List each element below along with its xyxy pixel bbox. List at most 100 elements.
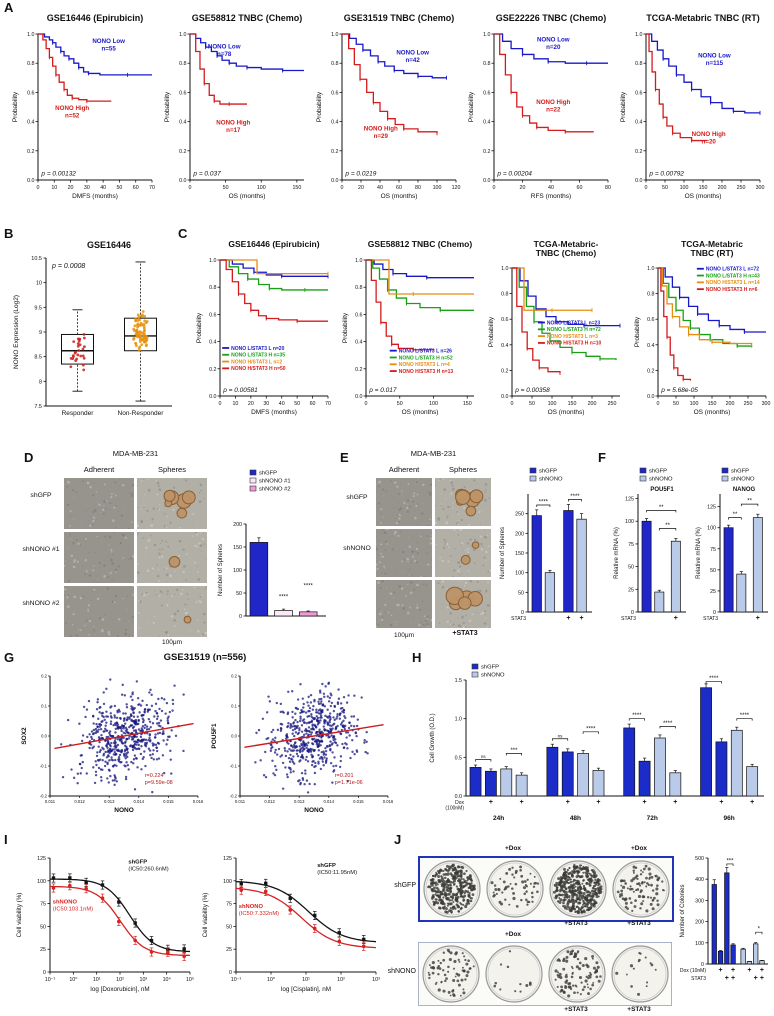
- panel-i-label: I: [4, 832, 8, 847]
- cell-line-title-e: MDA-MB-231: [410, 449, 457, 458]
- microscopy-image: [137, 478, 207, 529]
- svg-text:*: *: [758, 927, 761, 933]
- svg-text:1.0: 1.0: [331, 32, 338, 38]
- colony-row-label-shnono: shNONO: [387, 968, 416, 975]
- svg-text:250: 250: [737, 185, 746, 191]
- scale-bar-label-d: 100μm: [161, 639, 182, 646]
- svg-text:10⁴: 10⁴: [163, 977, 172, 983]
- svg-text:100: 100: [257, 185, 266, 191]
- svg-text:0.2: 0.2: [635, 149, 642, 155]
- km-plot-c-tcga-rt: TCGA-Metabric TNBC (RT) 0.0 0.2 0.4 0.6 0.8 1.0…: [630, 238, 772, 443]
- svg-text:GSE22226 TNBC (Chemo): GSE22226 TNBC (Chemo): [496, 13, 607, 23]
- svg-text:n=20: n=20: [702, 139, 717, 146]
- svg-text:0: 0: [701, 962, 704, 968]
- svg-text:Cell Growth (O.D.): Cell Growth (O.D.): [430, 713, 436, 762]
- svg-text:0.8: 0.8: [209, 285, 216, 291]
- svg-text:n=115: n=115: [706, 60, 724, 67]
- svg-text:96h: 96h: [724, 815, 735, 822]
- svg-text:100: 100: [433, 185, 442, 191]
- svg-text:ns: ns: [558, 733, 564, 738]
- scatter-title-gse31519: GSE31519 (n=556): [163, 652, 247, 663]
- svg-text:Probability: Probability: [164, 91, 171, 122]
- svg-text:NONO High: NONO High: [536, 99, 570, 106]
- svg-text:NONO: NONO: [114, 807, 134, 814]
- svg-text:****: ****: [663, 721, 673, 727]
- svg-text:0.4: 0.4: [635, 120, 642, 126]
- svg-text:0.4: 0.4: [179, 120, 186, 126]
- svg-text:NONO L/STAT3 H n=72: NONO L/STAT3 H n=72: [547, 327, 601, 333]
- svg-text:1.0: 1.0: [455, 717, 462, 723]
- row-label-shnono2: shNONO #2: [22, 600, 60, 607]
- svg-text:10¹: 10¹: [302, 977, 310, 983]
- svg-text:TCGA-Metabric TNBC (RT): TCGA-Metabric TNBC (RT): [646, 13, 760, 23]
- svg-text:shNONO: shNONO: [649, 477, 673, 483]
- svg-text:150: 150: [233, 545, 242, 551]
- svg-text:50: 50: [673, 401, 679, 407]
- microscopy-image: [435, 580, 491, 628]
- svg-text:NONO High: NONO High: [692, 131, 726, 138]
- svg-text:0.1: 0.1: [231, 704, 237, 709]
- svg-text:p = 0.00132: p = 0.00132: [40, 171, 76, 178]
- svg-text:10: 10: [232, 401, 238, 407]
- svg-text:20: 20: [68, 185, 74, 191]
- svg-text:Dox (10nM): Dox (10nM): [680, 968, 706, 974]
- bar-chart-spheres-d: 0 50 100 150 200 Number of Spheres **** **** shG…: [214, 464, 332, 656]
- svg-text:0.0: 0.0: [231, 734, 237, 739]
- svg-text:Probability: Probability: [488, 316, 495, 347]
- panel-j-label: J: [394, 832, 402, 847]
- microscopy-image: [64, 586, 134, 637]
- stat3-label-e: +STAT3: [452, 630, 478, 637]
- svg-text:0.6: 0.6: [209, 312, 216, 318]
- svg-text:60: 60: [310, 401, 316, 407]
- svg-text:0.6: 0.6: [647, 317, 654, 323]
- svg-text:0.0: 0.0: [635, 178, 642, 184]
- svg-text:Probability: Probability: [620, 91, 627, 122]
- svg-text:50: 50: [662, 185, 668, 191]
- microscopy-grid-e: [376, 478, 491, 628]
- svg-text:**: **: [733, 512, 738, 518]
- well-condition-label: +STAT3: [564, 1006, 588, 1013]
- svg-text:100: 100: [515, 571, 524, 577]
- svg-text:10⁰: 10⁰: [69, 976, 77, 983]
- svg-text:20: 20: [520, 185, 526, 191]
- svg-text:0.014: 0.014: [134, 799, 145, 804]
- svg-text:0: 0: [657, 401, 660, 407]
- dose-curve-doxorubicin: 0 25 50 75 100 125 10⁻¹ 10⁰ 10¹ 10² 10³ 10⁴ 10⁵ log […: [12, 846, 198, 1012]
- svg-text:125: 125: [37, 856, 46, 862]
- svg-text:****: ****: [304, 583, 314, 589]
- svg-text:POU5F1: POU5F1: [650, 487, 674, 493]
- svg-text:0: 0: [37, 185, 40, 191]
- svg-text:200: 200: [233, 522, 242, 528]
- svg-text:100: 100: [429, 401, 438, 407]
- well-condition-label: +Dox: [504, 931, 522, 938]
- svg-text:20: 20: [248, 401, 254, 407]
- svg-text:NONO High: NONO High: [364, 125, 398, 132]
- svg-text:NONO Expression (Log2): NONO Expression (Log2): [13, 295, 20, 369]
- svg-text:0.4: 0.4: [331, 120, 338, 126]
- svg-text:200: 200: [588, 401, 597, 407]
- svg-text:NONO Low: NONO Low: [698, 52, 731, 59]
- svg-text:r=0.201: r=0.201: [335, 773, 354, 779]
- svg-text:10⁰: 10⁰: [267, 976, 275, 983]
- svg-text:50: 50: [40, 924, 46, 930]
- well-condition-label: +STAT3: [564, 920, 588, 927]
- svg-text:0.015: 0.015: [163, 799, 174, 804]
- well-condition-label: +Dox: [630, 845, 648, 852]
- svg-text:25: 25: [40, 947, 46, 953]
- svg-text:0.8: 0.8: [501, 292, 508, 298]
- svg-text:0.6: 0.6: [179, 90, 186, 96]
- svg-text:0: 0: [713, 610, 716, 616]
- svg-text:shNONO: shNONO: [239, 904, 264, 910]
- svg-text:n=22: n=22: [546, 107, 561, 114]
- colony-plate-row-shnono: [418, 942, 672, 1006]
- svg-text:+: +: [747, 967, 751, 974]
- svg-text:p = 0.037: p = 0.037: [192, 171, 221, 178]
- svg-text:**: **: [747, 499, 752, 505]
- svg-text:Cell viability (%): Cell viability (%): [202, 893, 209, 938]
- svg-text:OS (months): OS (months): [381, 193, 418, 200]
- svg-text:50: 50: [529, 401, 535, 407]
- svg-text:(100nM): (100nM): [445, 806, 464, 812]
- microscopy-image: [376, 580, 432, 628]
- svg-text:0.8: 0.8: [355, 285, 362, 291]
- svg-text:+: +: [596, 799, 600, 806]
